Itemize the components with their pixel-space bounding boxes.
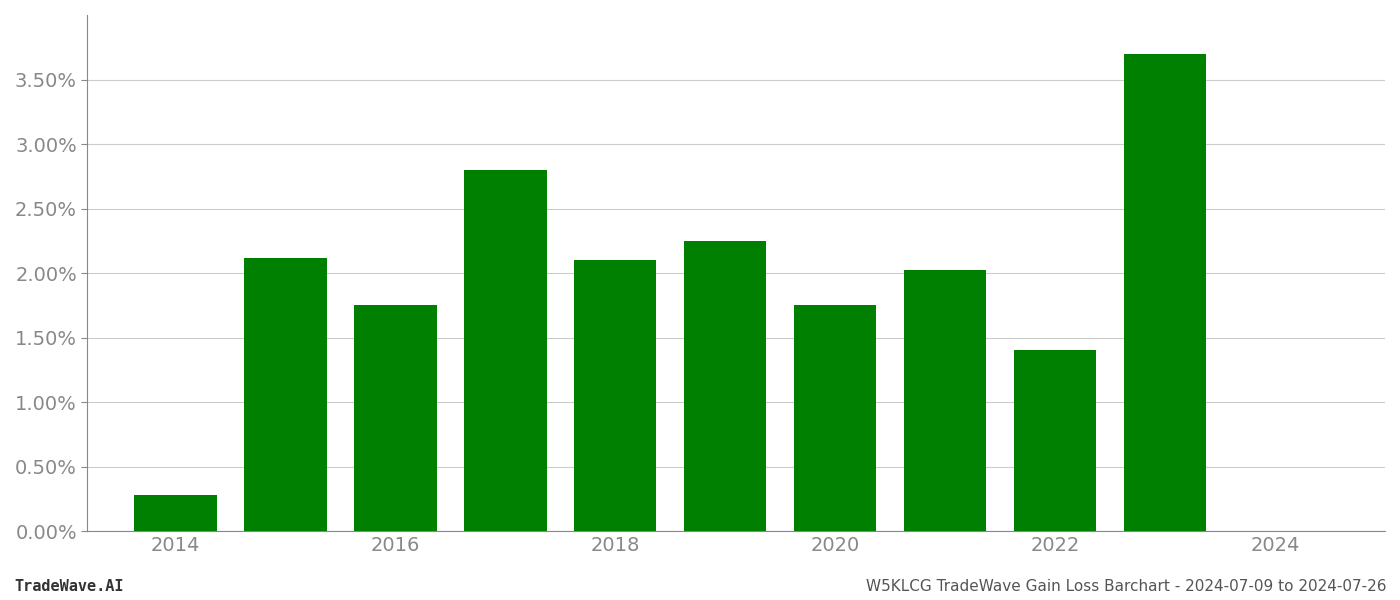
Bar bbox=[1124, 54, 1207, 531]
Bar bbox=[1014, 350, 1096, 531]
Bar bbox=[794, 305, 876, 531]
Bar bbox=[904, 271, 987, 531]
Bar bbox=[134, 495, 217, 531]
Bar bbox=[463, 170, 546, 531]
Bar bbox=[244, 257, 326, 531]
Bar bbox=[685, 241, 766, 531]
Text: TradeWave.AI: TradeWave.AI bbox=[14, 579, 123, 594]
Bar bbox=[354, 305, 437, 531]
Text: W5KLCG TradeWave Gain Loss Barchart - 2024-07-09 to 2024-07-26: W5KLCG TradeWave Gain Loss Barchart - 20… bbox=[865, 579, 1386, 594]
Bar bbox=[574, 260, 657, 531]
